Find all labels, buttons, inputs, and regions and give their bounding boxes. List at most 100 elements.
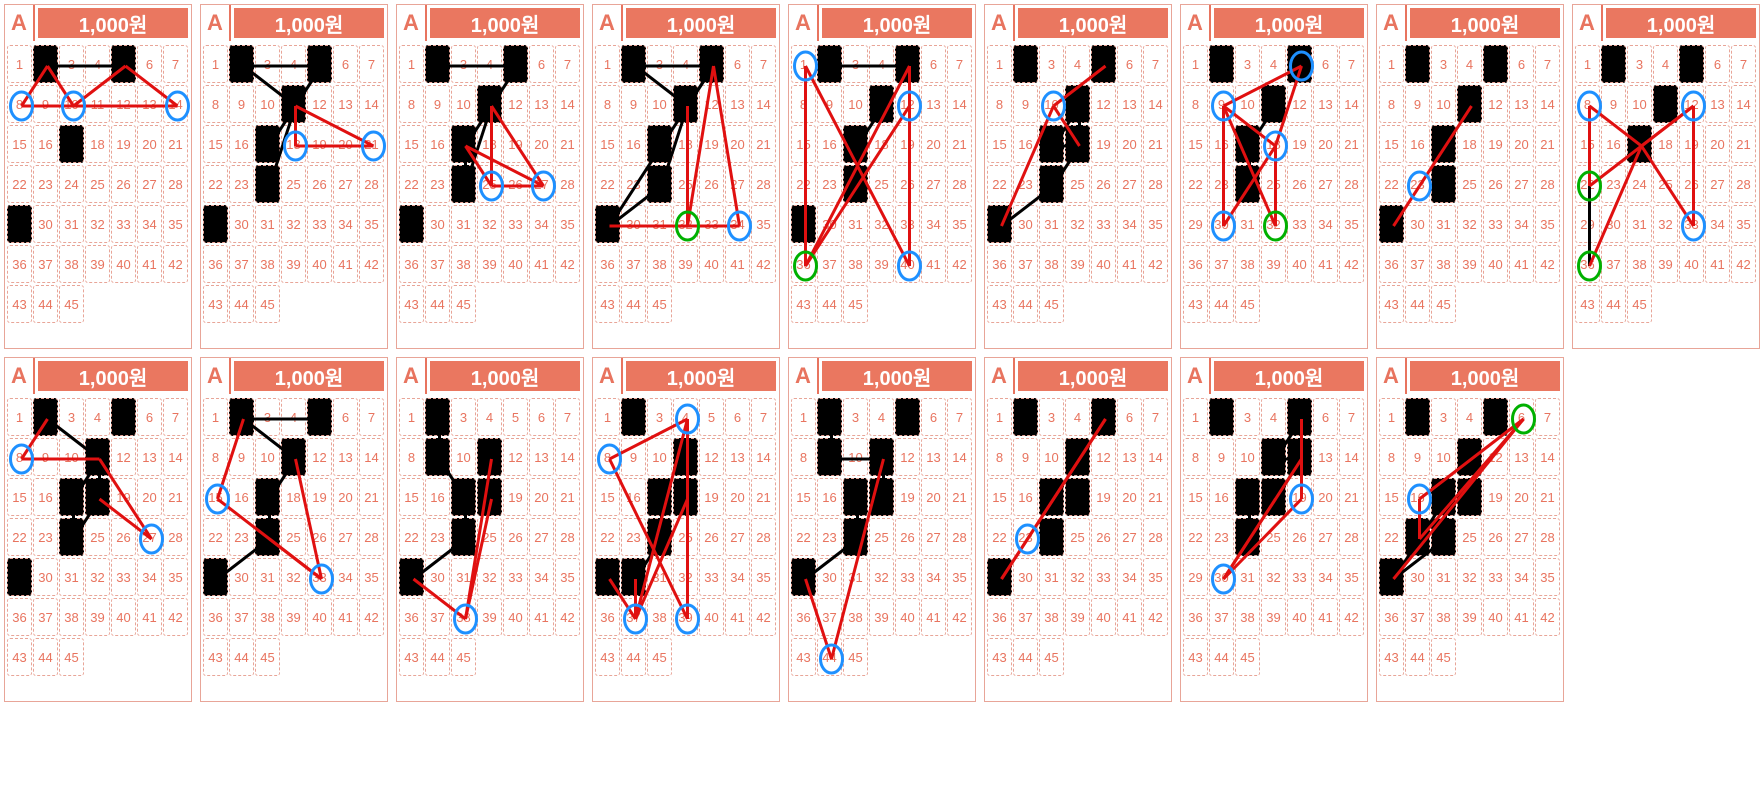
number-cell: 16	[817, 478, 842, 516]
number-cell: 22	[791, 165, 816, 203]
number-cell: 26	[699, 165, 724, 203]
number-cell: 30	[229, 205, 254, 243]
number-cell: 12	[1483, 85, 1508, 123]
number-cell: 1	[399, 45, 424, 83]
number-cell: 14	[555, 85, 580, 123]
number-cell: 14	[163, 438, 188, 476]
number-cell: 13	[1705, 85, 1730, 123]
number-cell: 2	[1405, 45, 1430, 83]
number-cell: 35	[1731, 205, 1756, 243]
number-cell: 34	[1705, 205, 1730, 243]
number-cell: 8	[1575, 85, 1600, 123]
number-cell: 45	[843, 638, 868, 676]
number-cell: 10	[1431, 438, 1456, 476]
number-cell: 36	[203, 245, 228, 283]
number-cell: 1	[791, 45, 816, 83]
number-cell: 32	[85, 558, 110, 596]
number-cell: 39	[673, 245, 698, 283]
number-cell: 23	[33, 165, 58, 203]
ticket-price: 1,000원	[822, 361, 972, 391]
number-cell: 43	[7, 285, 32, 323]
ticket-letter: A	[789, 5, 819, 41]
number-cell: 27	[137, 518, 162, 556]
ticket-letter: A	[1377, 358, 1407, 394]
number-cell: 31	[255, 558, 280, 596]
number-cell: 28	[1535, 165, 1560, 203]
number-cell: 2	[1209, 398, 1234, 436]
number-cell: 4	[477, 45, 502, 83]
number-cell: 43	[595, 285, 620, 323]
number-cell: 22	[1379, 165, 1404, 203]
number-cell: 23	[33, 518, 58, 556]
number-cell: 16	[229, 478, 254, 516]
number-cell: 32	[1457, 558, 1482, 596]
number-cell: 37	[229, 598, 254, 636]
number-cell: 6	[333, 398, 358, 436]
number-cell: 44	[1013, 285, 1038, 323]
number-cell: 29	[1379, 205, 1404, 243]
number-cell: 15	[7, 125, 32, 163]
number-cell: 36	[7, 245, 32, 283]
number-cell: 18	[869, 125, 894, 163]
number-cell: 27	[921, 165, 946, 203]
number-cell: 6	[137, 398, 162, 436]
number-cell: 11	[1457, 438, 1482, 476]
number-cell: 8	[1379, 438, 1404, 476]
number-cell: 6	[1117, 45, 1142, 83]
number-cell: 26	[1483, 165, 1508, 203]
number-cell: 10	[451, 85, 476, 123]
number-cell: 9	[1209, 85, 1234, 123]
number-cell: 45	[59, 285, 84, 323]
number-cell: 9	[33, 85, 58, 123]
number-cell: 20	[137, 478, 162, 516]
number-cell: 28	[1535, 518, 1560, 556]
number-cell: 15	[7, 478, 32, 516]
number-cell: 16	[33, 478, 58, 516]
number-cell: 41	[333, 245, 358, 283]
ticket-letter: A	[5, 5, 35, 41]
number-cell: 37	[621, 245, 646, 283]
number-cell: 5	[895, 45, 920, 83]
number-cell: 19	[1091, 125, 1116, 163]
ticket-letter: A	[593, 5, 623, 41]
number-cell: 9	[33, 438, 58, 476]
number-cell: 8	[987, 85, 1012, 123]
number-grid: 1234567891011121314151617181920212223242…	[985, 394, 1171, 682]
number-cell: 7	[947, 45, 972, 83]
ticket-price: 1,000원	[1410, 361, 1560, 391]
number-cell: 13	[725, 438, 750, 476]
number-cell: 26	[1287, 165, 1312, 203]
number-cell: 36	[1183, 598, 1208, 636]
number-cell: 4	[1457, 398, 1482, 436]
number-cell: 22	[203, 165, 228, 203]
number-cell: 42	[947, 598, 972, 636]
number-cell: 17	[843, 125, 868, 163]
number-cell: 35	[163, 558, 188, 596]
number-grid: 1234567891011121314151617181920212223242…	[985, 41, 1171, 329]
number-cell: 26	[1483, 518, 1508, 556]
number-cell: 24	[1431, 165, 1456, 203]
number-cell: 38	[1039, 598, 1064, 636]
number-cell: 38	[647, 245, 672, 283]
ticket-header: A1,000원	[593, 5, 779, 41]
ticket-letter: A	[5, 358, 35, 394]
number-cell: 28	[555, 165, 580, 203]
number-cell: 29	[7, 205, 32, 243]
number-cell: 40	[1287, 245, 1312, 283]
number-cell: 6	[921, 45, 946, 83]
number-cell: 4	[1653, 45, 1678, 83]
number-cell: 19	[1091, 478, 1116, 516]
number-cell: 24	[1235, 165, 1260, 203]
number-cell: 32	[869, 558, 894, 596]
number-cell: 7	[359, 398, 384, 436]
number-cell: 23	[1013, 165, 1038, 203]
number-cell: 15	[399, 478, 424, 516]
number-cell: 4	[1261, 45, 1286, 83]
number-cell: 35	[1535, 558, 1560, 596]
number-cell: 40	[503, 598, 528, 636]
number-cell: 8	[791, 438, 816, 476]
number-cell: 23	[1405, 165, 1430, 203]
number-cell: 35	[163, 205, 188, 243]
number-cell: 5	[503, 398, 528, 436]
ticket-price: 1,000원	[430, 361, 580, 391]
